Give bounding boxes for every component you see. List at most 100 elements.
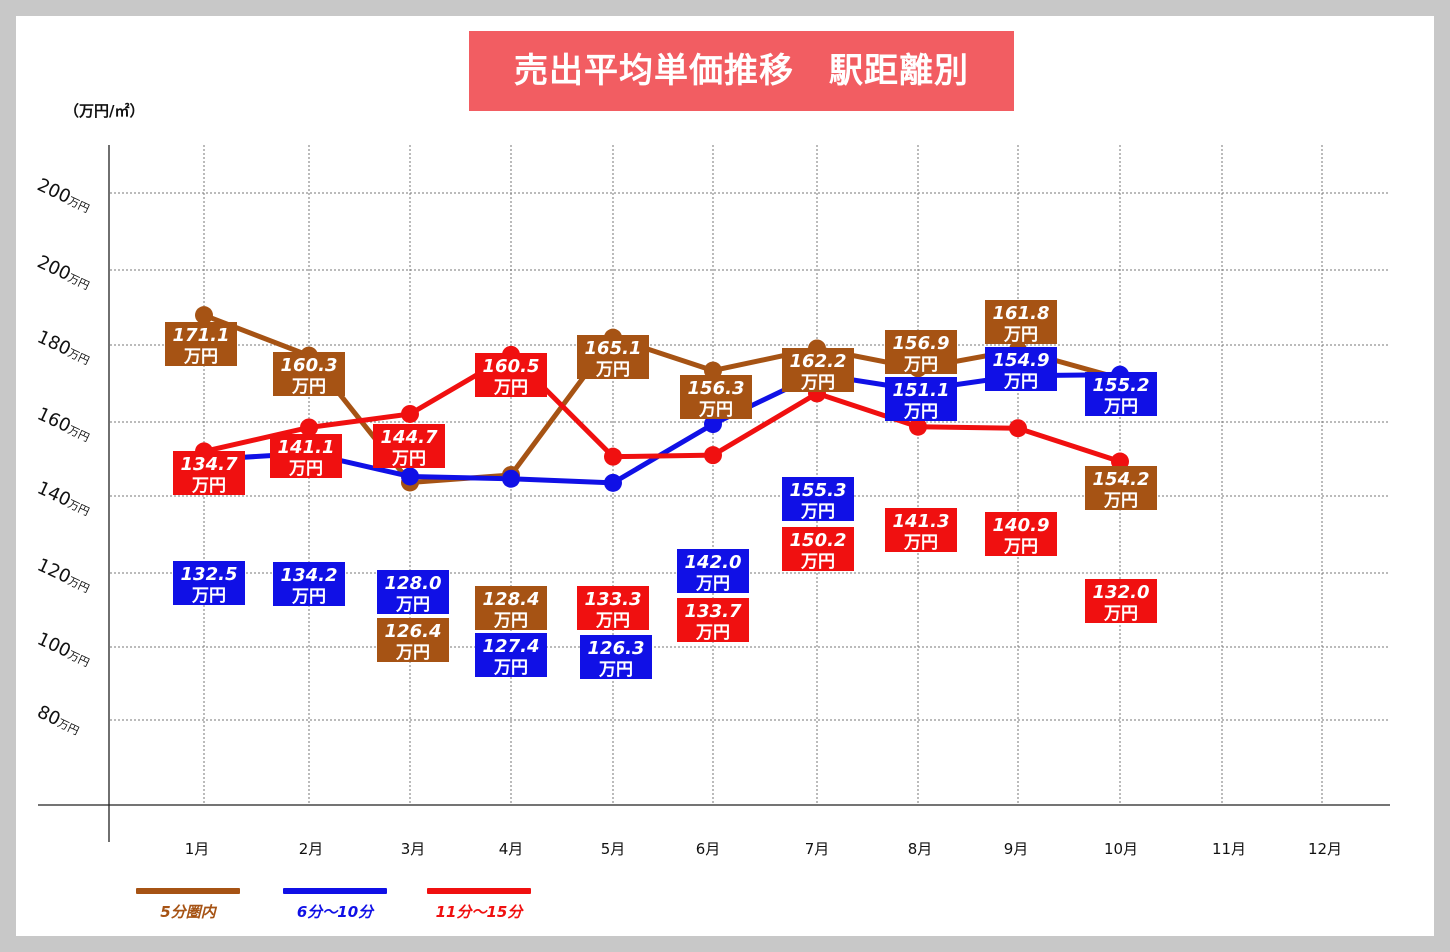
legend-swatch-6-10min [283,888,387,894]
data-label-unit: 万円 [291,587,326,607]
data-label-box [270,434,342,478]
y-tick-label: 180万円 [34,326,94,369]
data-label: 162.2万円 [782,348,854,393]
data-label-box [475,586,547,630]
x-tick-label: 11月 [1212,840,1246,858]
data-label: 133.3万円 [577,586,649,631]
data-label: 151.1万円 [885,377,957,422]
data-label-value: 134.7 [181,454,238,475]
data-label: 155.3万円 [782,477,854,522]
data-label-unit: 万円 [493,378,528,398]
legend-label-11-15min: 11分～15分 [435,903,523,921]
x-tick-label: 7月 [805,840,830,858]
data-label: 132.5万円 [173,561,245,606]
series-lines [203,312,1121,486]
data-label-unit: 万円 [800,502,835,522]
data-point [704,415,722,434]
data-label: 140.9万円 [985,512,1057,557]
data-label-value: 154.2 [1093,469,1150,490]
data-label-value: 160.3 [281,355,338,376]
data-label-unit: 万円 [191,586,226,606]
data-label-unit: 万円 [288,459,323,479]
data-label-unit: 万円 [1003,537,1038,557]
data-label-value: 165.1 [585,338,642,359]
data-label-box [273,352,345,396]
data-label-unit: 万円 [903,355,938,375]
legend-item-5min: 5分圏内 [132,888,244,922]
data-label-box [985,347,1057,391]
data-label-unit: 万円 [1003,325,1038,345]
data-point [909,417,927,436]
x-tick-label: 5月 [601,840,626,858]
x-tick-label: 4月 [499,840,524,858]
data-label-box [577,335,649,379]
data-label-value: 156.9 [893,333,950,354]
data-point [300,418,318,437]
y-tick-label: 120万円 [34,554,94,597]
data-label-value: 132.5 [181,564,238,585]
data-label-unit: 万円 [291,377,326,397]
data-label-box [273,562,345,606]
data-label-value: 134.2 [281,565,338,586]
data-label: 128.4万円 [475,586,547,631]
data-label-box [680,375,752,419]
data-label-value: 126.4 [385,621,442,642]
data-label-unit: 万円 [903,533,938,553]
data-label-unit: 万円 [493,658,528,678]
data-label-unit: 万円 [183,347,218,367]
data-point [604,473,622,492]
data-label-value: 140.9 [993,515,1050,536]
data-label-value: 171.1 [173,325,230,346]
data-label: 126.3万円 [580,635,652,680]
data-label-unit: 万円 [395,643,430,663]
data-label-unit: 万円 [191,476,226,496]
x-tick-labels: 1月 2月 3月 4月 5月 6月 7月 8月 9月 10月 11月 12月 [185,840,1342,858]
data-label-unit: 万円 [493,611,528,631]
chart-frame [16,16,1434,936]
x-tick-label: 2月 [299,840,324,858]
data-label-value: 155.3 [790,480,847,501]
y-tick-label: 160万円 [34,403,94,446]
data-label-value: 141.3 [893,511,950,532]
data-label: 134.7万円 [173,451,245,496]
data-label-unit: 万円 [1103,604,1138,624]
data-label-box [373,424,445,468]
data-label-value: 144.7 [381,427,438,448]
data-label: 144.7万円 [373,424,445,469]
data-label: 160.5万円 [475,353,547,398]
x-tick-label: 9月 [1004,840,1029,858]
data-label-box [1085,579,1157,623]
data-label: 128.0万円 [377,570,449,615]
data-label: 150.2万円 [782,527,854,572]
data-label: 161.8万円 [985,300,1057,345]
data-label: 154.2万円 [1085,466,1157,511]
data-label: 156.3万円 [680,375,752,420]
legend-swatch-5min [136,888,240,894]
data-label-value: 128.4 [483,589,540,610]
data-label-unit: 万円 [695,623,730,643]
data-label-box [173,451,245,495]
data-label-box [1085,466,1157,510]
data-label-value: 128.0 [385,573,442,594]
data-label: 133.7万円 [677,598,749,643]
data-label-unit: 万円 [695,574,730,594]
x-tick-label: 12月 [1308,840,1342,858]
data-label-unit: 万円 [598,660,633,680]
data-label-unit: 万円 [800,552,835,572]
data-label-unit: 万円 [595,611,630,631]
y-tick-label: 80万円 [34,701,84,739]
data-label-value: 133.7 [685,601,742,622]
data-label-unit: 万円 [595,360,630,380]
data-label-value: 162.2 [790,351,847,372]
data-label-value: 133.3 [585,589,642,610]
data-label-unit: 万円 [1103,397,1138,417]
x-tick-label: 1月 [185,840,210,858]
grid-lines [110,145,1390,805]
data-label-box [475,633,547,677]
data-label: 156.9万円 [885,330,957,375]
data-label-unit: 万円 [800,373,835,393]
series-line-2 [203,352,1121,464]
data-point [502,469,520,488]
data-label: 127.4万円 [475,633,547,678]
